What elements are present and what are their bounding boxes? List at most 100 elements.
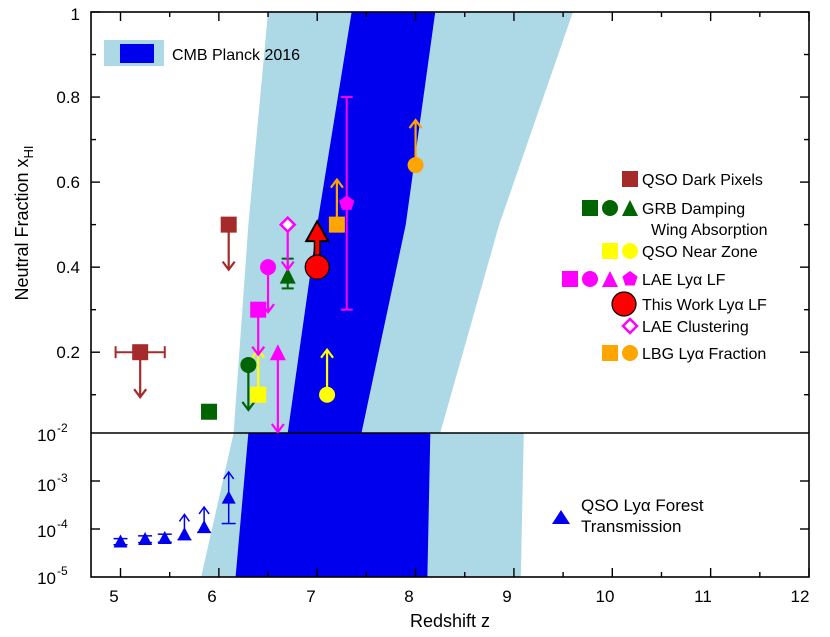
- marker-diamond: [621, 317, 639, 335]
- forest-marker: [113, 534, 128, 548]
- data-marker: [279, 267, 296, 284]
- forest-point: [177, 513, 192, 541]
- legend-marker: [582, 271, 598, 287]
- legend-label-2: Wing Absorption: [651, 222, 768, 239]
- data-marker: [304, 254, 330, 280]
- data-marker: [319, 386, 336, 403]
- y-tick-label-exp: -3: [57, 471, 68, 485]
- data-point: [250, 347, 267, 403]
- x-tick-label: 9: [502, 587, 511, 606]
- upper-limit-arrow-head: [221, 260, 236, 272]
- data-marker: [250, 386, 267, 403]
- data-marker: [132, 344, 149, 361]
- marker-circle: [582, 271, 598, 287]
- legend-entry: QSO Near Zone: [602, 243, 758, 261]
- marker-square: [250, 386, 267, 403]
- marker-square: [132, 344, 149, 361]
- data-marker: [201, 403, 218, 420]
- legend-marker: [611, 291, 637, 317]
- x-tick-labels: 5 6 7 8 9 10 11 12: [109, 587, 809, 606]
- marker-triangle: [622, 200, 638, 216]
- legend-marker: [602, 345, 618, 361]
- forest-marker: [138, 531, 153, 545]
- data-point: [304, 219, 330, 280]
- upper-limit-arrow-head: [270, 423, 285, 434]
- marker-square: [562, 271, 578, 287]
- data-marker: [278, 215, 297, 234]
- cmb-band-dark: [287, 12, 436, 433]
- marker-circle: [260, 259, 277, 276]
- y-tick-label: 10: [37, 522, 56, 541]
- marker-circle: [319, 386, 336, 403]
- data-point: [319, 347, 336, 403]
- x-tick-label: 6: [207, 587, 216, 606]
- y-tick-label: 0.4: [56, 258, 80, 277]
- legend-marker: [622, 271, 638, 286]
- legend-entry: LAE Lyα LF: [562, 271, 726, 289]
- data-marker: [220, 216, 237, 233]
- legend-entry: LBG Lyα Fraction: [602, 345, 766, 363]
- legend-cmb: CMB Planck 2016: [104, 40, 300, 66]
- marker-circle: [407, 157, 424, 174]
- marker-square: [328, 216, 345, 233]
- marker-diamond: [278, 215, 297, 234]
- legend-cmb-swatch-dark: [120, 44, 154, 63]
- forest-marker: [197, 520, 212, 534]
- legend-marker: [582, 200, 598, 216]
- legend-label: GRB Damping: [642, 201, 745, 218]
- marker-big-circle: [611, 291, 637, 317]
- marker-square: [220, 216, 237, 233]
- marker-triangle: [602, 271, 618, 287]
- legend-forest: QSO Lyα Forest Transmission: [552, 496, 704, 536]
- cmb-band-top: [233, 12, 573, 433]
- legend-marker: [622, 171, 638, 187]
- legend-label: LAE Clustering: [642, 319, 749, 336]
- y-tick-label-1e-2-exp: -2: [57, 421, 68, 435]
- data-marker: [240, 356, 257, 373]
- y-axis-title-sub: HI: [21, 145, 36, 158]
- y-axis-title-main: Neutral Fraction x: [12, 158, 32, 300]
- legend-entry: QSO Dark Pixels: [622, 171, 763, 189]
- marker-circle: [240, 356, 257, 373]
- forest-arrow-head: [223, 470, 235, 480]
- legend-marker: [602, 271, 618, 287]
- legend-cmb-label: CMB Planck 2016: [172, 47, 300, 64]
- upper-limit-arrow-head: [261, 303, 275, 314]
- y-tick-label: 0.6: [56, 173, 80, 192]
- data-marker: [328, 216, 345, 233]
- legend-forest-marker: [552, 510, 570, 524]
- forest-point: [221, 470, 236, 525]
- data-marker: [269, 344, 286, 361]
- legend-entry: LAE Clustering: [621, 317, 749, 336]
- data-point: [269, 344, 286, 434]
- x-axis-ticks: [119, 12, 810, 577]
- points-top: [114, 96, 424, 434]
- data-point: [201, 403, 218, 420]
- lower-limit-arrow-head: [320, 347, 334, 359]
- marker-square: [250, 301, 267, 318]
- marker-square: [582, 200, 598, 216]
- legend-forest-label: QSO Lyα Forest: [581, 496, 704, 515]
- legend-label: This Work Lyα LF: [642, 297, 767, 314]
- x-axis-title: Redshift z: [410, 611, 490, 631]
- x-tick-label: 5: [109, 587, 118, 606]
- legend-entry: This Work Lyα LF: [611, 291, 767, 317]
- y-tick-label: 1: [71, 5, 80, 24]
- legend-label: QSO Dark Pixels: [642, 172, 763, 189]
- marker-big-circle: [304, 254, 330, 280]
- legend-marker: [621, 317, 639, 335]
- data-point: [220, 216, 237, 272]
- forest-marker: [221, 490, 236, 504]
- upper-limit-arrow-head: [280, 260, 295, 272]
- y-tick-labels-top: 1 0.8 0.6 0.4 0.2 10 -2: [37, 5, 80, 445]
- cmb-band-bottom: [201, 433, 524, 577]
- legend-forest-label2: Transmission: [581, 517, 681, 536]
- marker-square: [602, 345, 618, 361]
- upper-limit-arrow-head: [241, 401, 256, 412]
- y-axis-title: Neutral Fraction xHI: [12, 145, 36, 300]
- legend-marker: [622, 345, 638, 361]
- y-tick-label-exp: -4: [57, 517, 68, 531]
- forest-marker: [177, 527, 192, 541]
- data-marker: [339, 195, 355, 210]
